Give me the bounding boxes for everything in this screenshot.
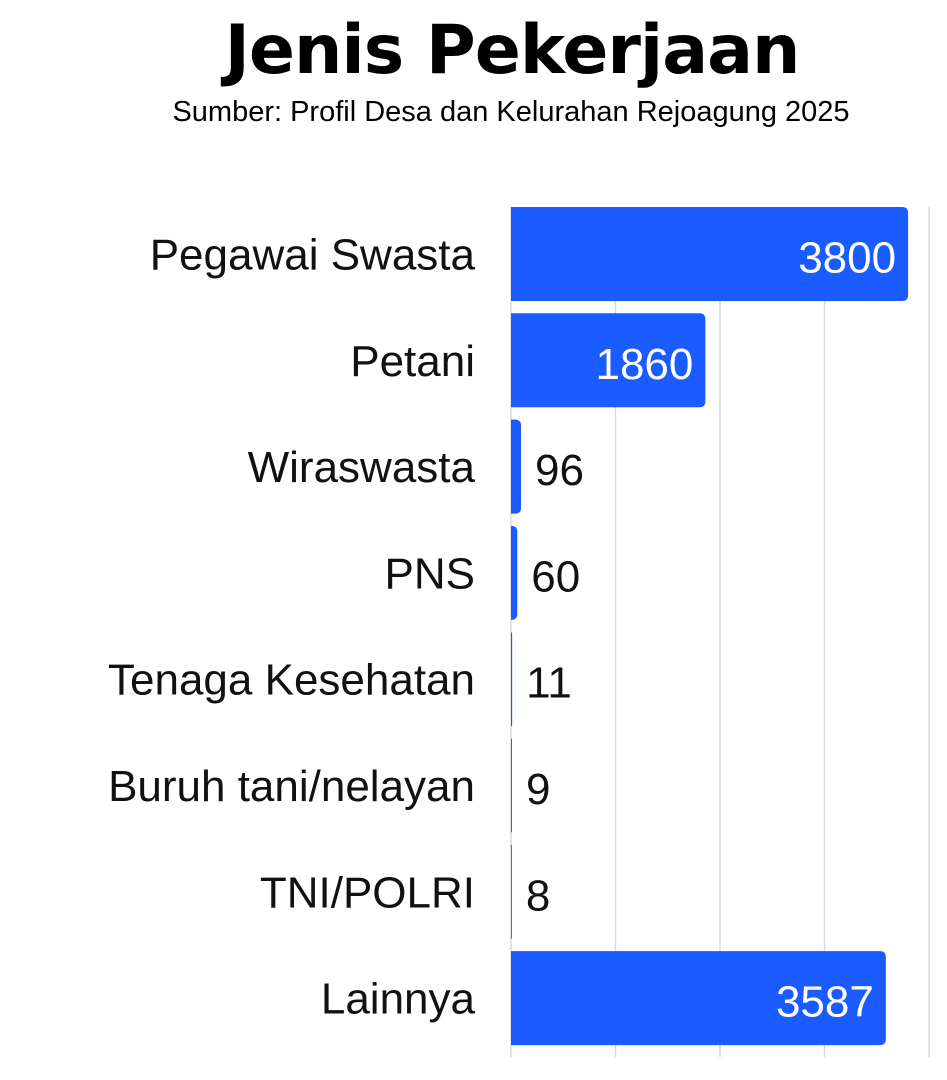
category-label: Wiraswasta	[248, 443, 476, 492]
bar-1	[511, 313, 706, 408]
bar-3	[511, 525, 518, 620]
chart-subtitle: Sumber: Profil Desa dan Kelurahan Rejoag…	[172, 96, 850, 128]
category-label: PNS	[385, 549, 475, 598]
data-label: 8	[526, 871, 550, 920]
data-label: 96	[535, 446, 584, 495]
bar-7	[511, 951, 886, 1046]
data-label: 11	[526, 659, 572, 708]
bars	[511, 207, 909, 1046]
bar-5	[511, 738, 512, 833]
bar-6	[511, 844, 512, 939]
data-label: 9	[526, 765, 550, 814]
category-label: Lainnya	[321, 975, 476, 1024]
data-label: 1860	[595, 340, 693, 389]
chart-title: Jenis Pekerjaan	[224, 11, 801, 90]
category-label: Buruh tani/nelayan	[108, 762, 475, 811]
category-label: TNI/POLRI	[260, 868, 475, 917]
bar-0	[511, 207, 909, 301]
data-label: 60	[531, 552, 580, 601]
data-label: 3587	[776, 978, 874, 1027]
category-label: Pegawai Swasta	[150, 231, 476, 280]
data-label: 3800	[798, 234, 896, 283]
bar-4	[511, 632, 513, 727]
category-label: Tenaga Kesehatan	[108, 656, 475, 705]
bar-2	[511, 419, 522, 514]
category-label: Petani	[350, 337, 475, 386]
